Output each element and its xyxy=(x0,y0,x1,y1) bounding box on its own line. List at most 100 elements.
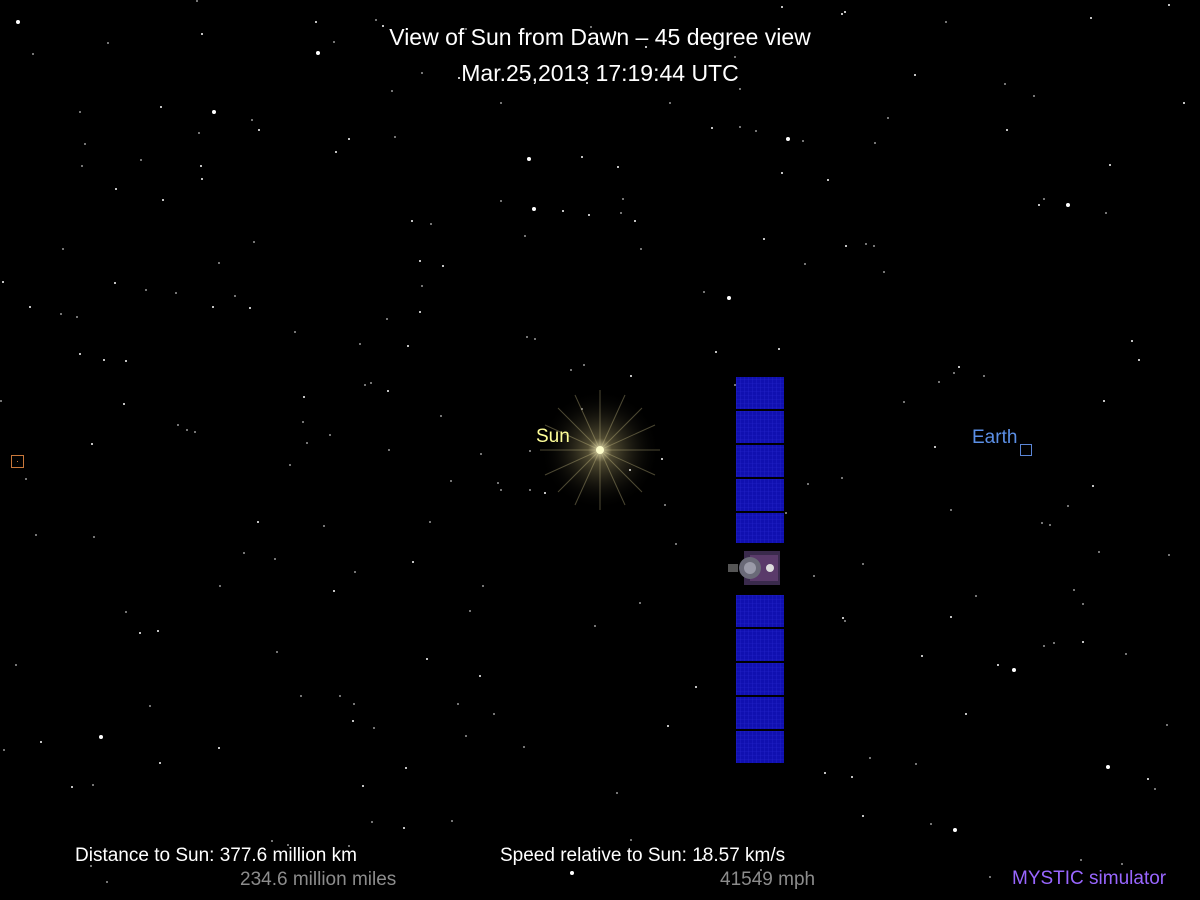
star xyxy=(841,477,843,479)
star xyxy=(630,839,632,841)
star xyxy=(371,821,373,823)
star xyxy=(421,72,423,74)
star xyxy=(802,140,804,142)
star xyxy=(778,348,780,350)
star xyxy=(1166,724,1168,726)
star xyxy=(375,19,377,21)
star xyxy=(253,241,255,243)
star xyxy=(1004,83,1006,85)
star xyxy=(639,602,641,604)
star xyxy=(763,238,765,240)
star xyxy=(479,675,481,677)
star xyxy=(234,295,236,297)
star xyxy=(1098,551,1100,553)
star xyxy=(529,489,531,491)
star xyxy=(333,590,335,592)
star xyxy=(411,220,413,222)
star xyxy=(323,525,325,527)
star xyxy=(359,343,361,345)
star xyxy=(620,212,622,214)
star xyxy=(2,281,4,283)
star xyxy=(465,735,467,737)
star xyxy=(529,450,531,452)
star xyxy=(523,746,525,748)
star xyxy=(781,172,783,174)
star xyxy=(562,210,564,212)
star xyxy=(804,263,806,265)
star xyxy=(289,464,291,466)
star xyxy=(91,443,93,445)
star xyxy=(76,316,78,318)
star xyxy=(844,620,846,622)
star xyxy=(532,207,536,211)
distance-miles: 234.6 million miles xyxy=(240,869,397,890)
star xyxy=(271,840,273,842)
star xyxy=(500,489,502,491)
star xyxy=(862,563,864,565)
star xyxy=(394,136,396,138)
star xyxy=(841,13,843,15)
star xyxy=(634,220,636,222)
star xyxy=(953,828,957,832)
star xyxy=(62,248,64,250)
star xyxy=(1038,204,1040,206)
star xyxy=(149,705,151,707)
star xyxy=(294,331,296,333)
star xyxy=(315,21,317,23)
star xyxy=(1092,485,1094,487)
star xyxy=(500,200,502,202)
star xyxy=(370,382,372,384)
star xyxy=(177,424,179,426)
star xyxy=(938,381,940,383)
star xyxy=(160,106,162,108)
star xyxy=(303,396,305,398)
star xyxy=(702,858,704,860)
star xyxy=(874,142,876,144)
star xyxy=(419,260,421,262)
star xyxy=(429,521,431,523)
star xyxy=(450,480,452,482)
star xyxy=(590,26,592,28)
star xyxy=(1082,603,1084,605)
star xyxy=(645,46,647,48)
star xyxy=(1131,340,1133,342)
star xyxy=(497,482,499,484)
star xyxy=(1103,400,1105,402)
star xyxy=(125,360,127,362)
star xyxy=(107,42,109,44)
star xyxy=(524,235,526,237)
star xyxy=(530,850,532,852)
star xyxy=(640,248,642,250)
speed-mph: 41549 mph xyxy=(720,869,816,890)
star xyxy=(827,179,829,181)
star xyxy=(32,53,34,55)
watermark: MYSTIC simulator xyxy=(1012,868,1167,889)
star xyxy=(92,784,94,786)
star xyxy=(950,616,952,618)
star xyxy=(421,285,423,287)
star xyxy=(667,725,669,727)
star xyxy=(1043,645,1045,647)
star xyxy=(442,265,444,267)
star xyxy=(35,534,37,536)
star xyxy=(842,617,844,619)
star xyxy=(482,585,484,587)
star xyxy=(975,595,977,597)
star xyxy=(106,881,108,883)
star xyxy=(862,815,864,817)
star xyxy=(873,245,875,247)
star xyxy=(159,762,161,764)
sun-label: Sun xyxy=(536,426,570,447)
star xyxy=(1105,212,1107,214)
star xyxy=(333,41,335,43)
star xyxy=(81,165,83,167)
star xyxy=(711,127,713,129)
star xyxy=(617,166,619,168)
target-marker-icon xyxy=(11,455,24,468)
star xyxy=(675,543,677,545)
star xyxy=(318,851,320,853)
star xyxy=(348,845,350,847)
star xyxy=(965,713,967,715)
star xyxy=(661,458,663,460)
star xyxy=(329,434,331,436)
